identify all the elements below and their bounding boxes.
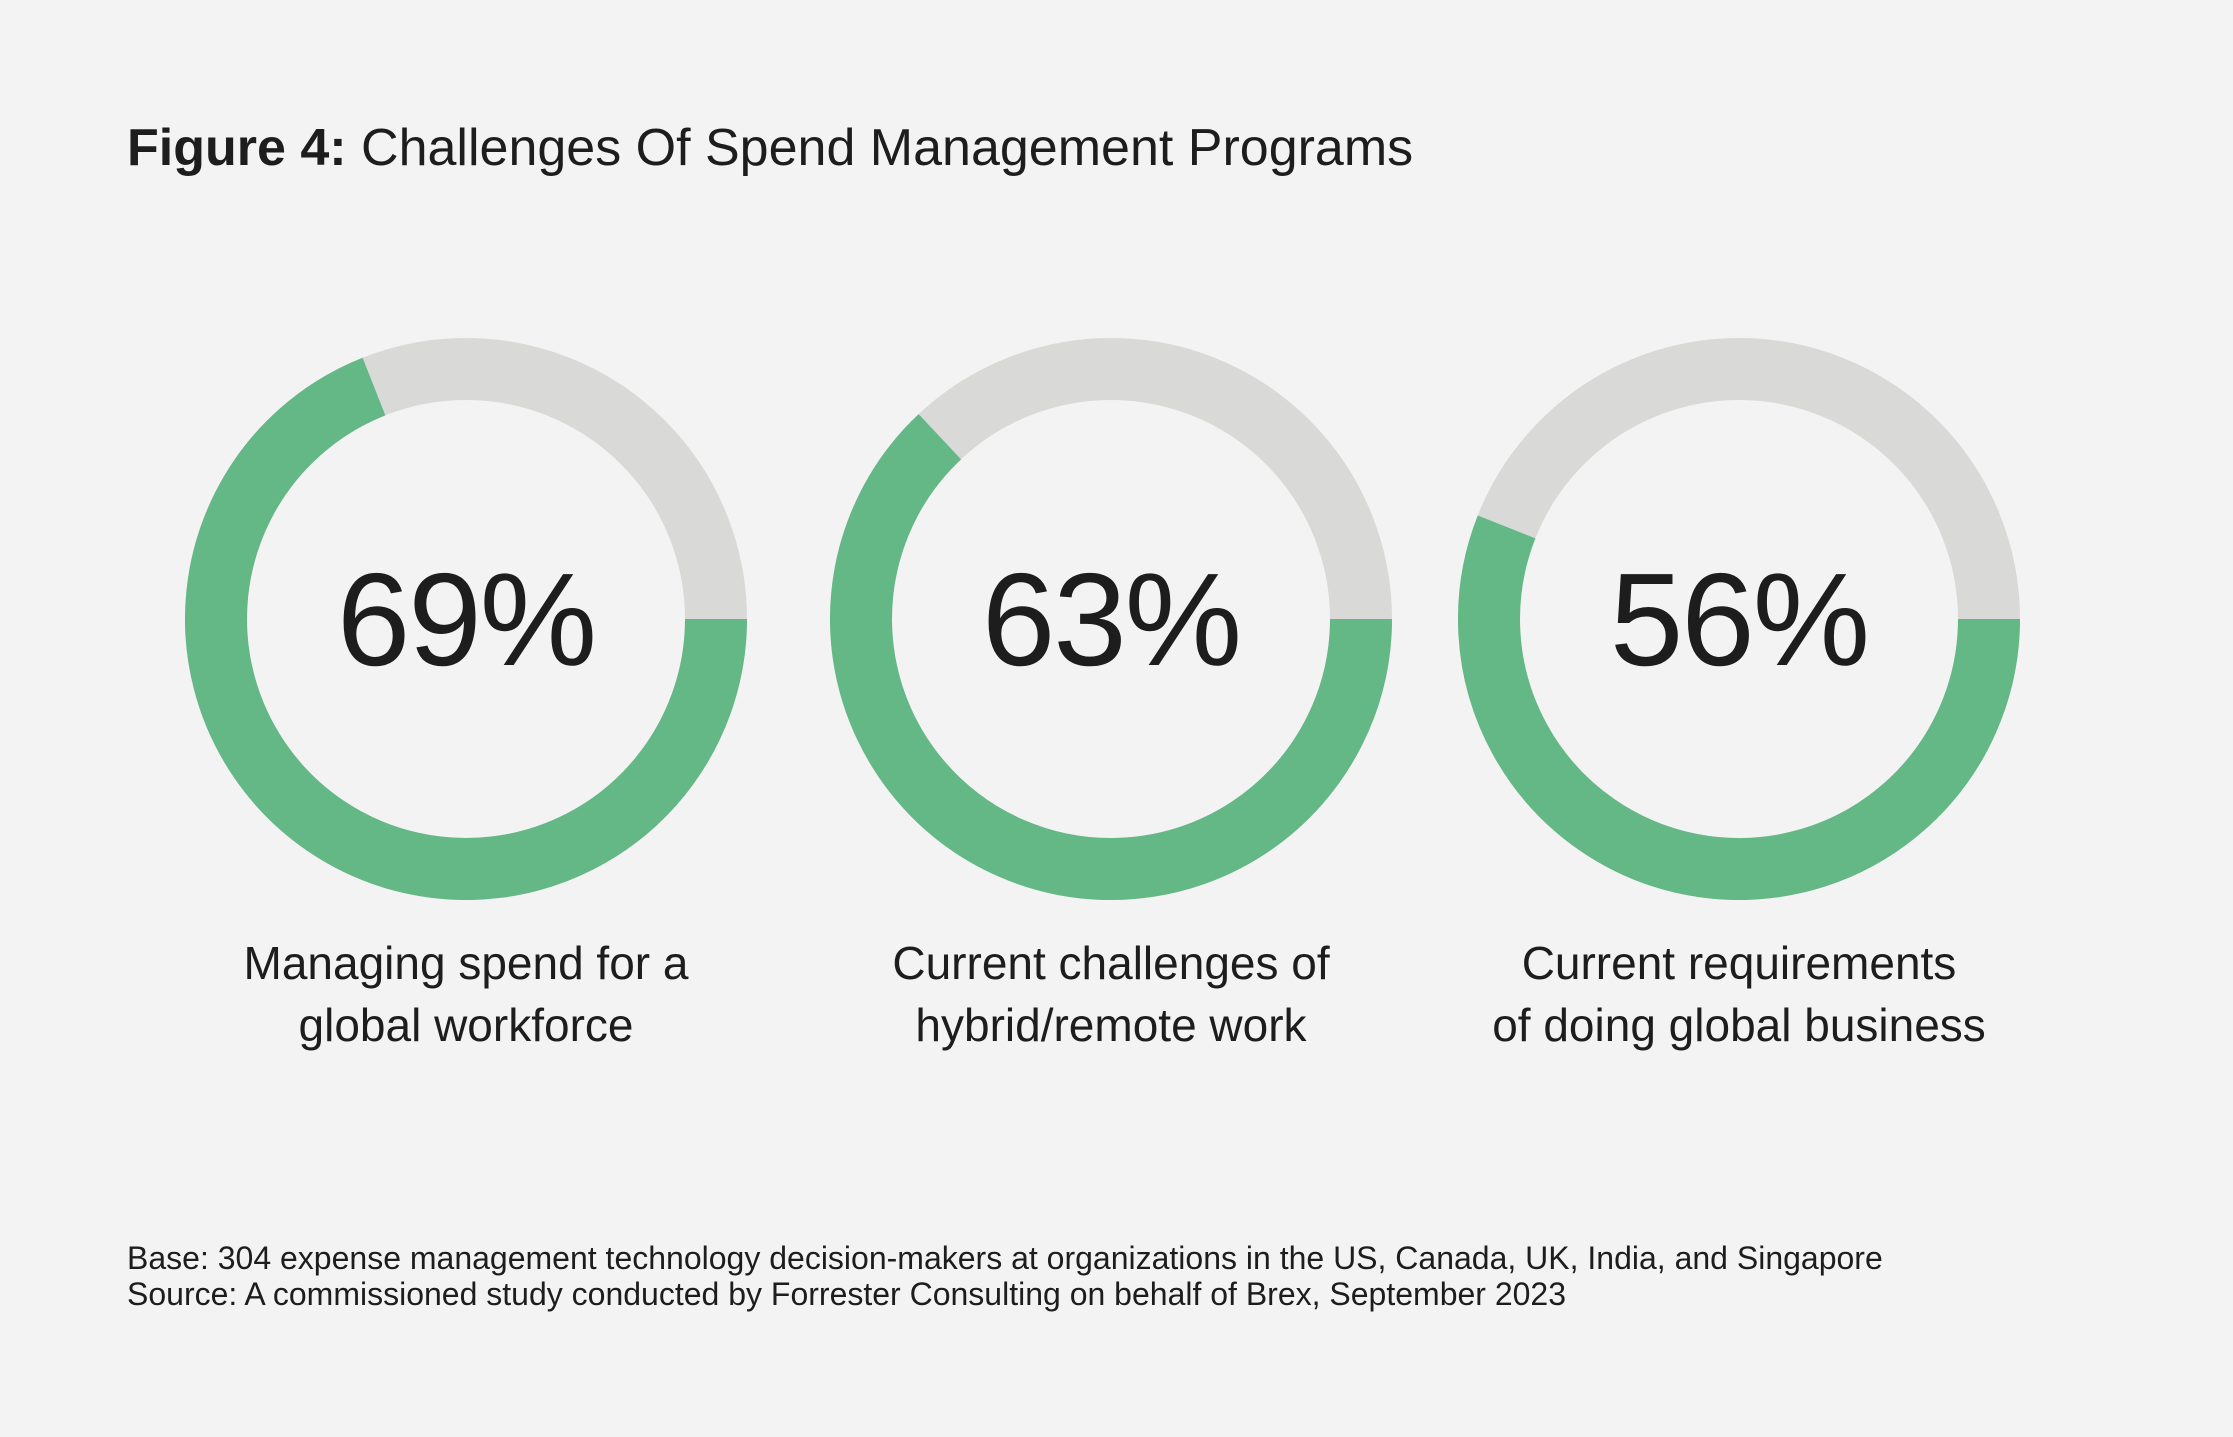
footnote-source: Source: A commissioned study conducted b… [127,1276,1567,1312]
donut-label-1-line-1: Managing spend for a [243,937,689,989]
figure-title: Figure 4: Challenges Of Spend Management… [127,118,1413,178]
donut-arc-1 [185,357,747,900]
donut-chart-3: 56% [1458,338,2020,900]
donut-label-3-line-2: of doing global business [1492,999,1986,1051]
footnote: Base: 304 expense management technology … [127,1240,1883,1312]
donut-label-3: Current requirements of doing global bus… [1429,932,2049,1056]
donut-percent-2: 63% [981,545,1242,693]
footnote-base: Base: 304 expense management technology … [127,1240,1883,1276]
donut-chart-2: 63% [830,338,1392,900]
donut-percent-3: 56% [1609,545,1870,693]
donut-svg-2 [830,338,1392,900]
donut-svg-3 [1458,338,2020,900]
figure-title-main: Challenges Of Spend Management Programs [361,119,1414,177]
figure-title-prefix: Figure 4: [127,119,347,177]
donut-svg-1 [185,338,747,900]
donut-label-2: Current challenges of hybrid/remote work [801,932,1421,1056]
donut-percent-1: 69% [336,545,597,693]
donut-label-2-line-2: hybrid/remote work [915,999,1307,1051]
donut-arc-3 [1458,515,2020,900]
donut-label-3-line-1: Current requirements [1521,937,1957,989]
donut-label-1-line-2: global workforce [298,999,634,1051]
donut-label-2-line-1: Current challenges of [892,937,1330,989]
donut-chart-1: 69% [185,338,747,900]
donut-arc-2 [830,414,1392,900]
donut-label-1: Managing spend for a global workforce [156,932,776,1056]
